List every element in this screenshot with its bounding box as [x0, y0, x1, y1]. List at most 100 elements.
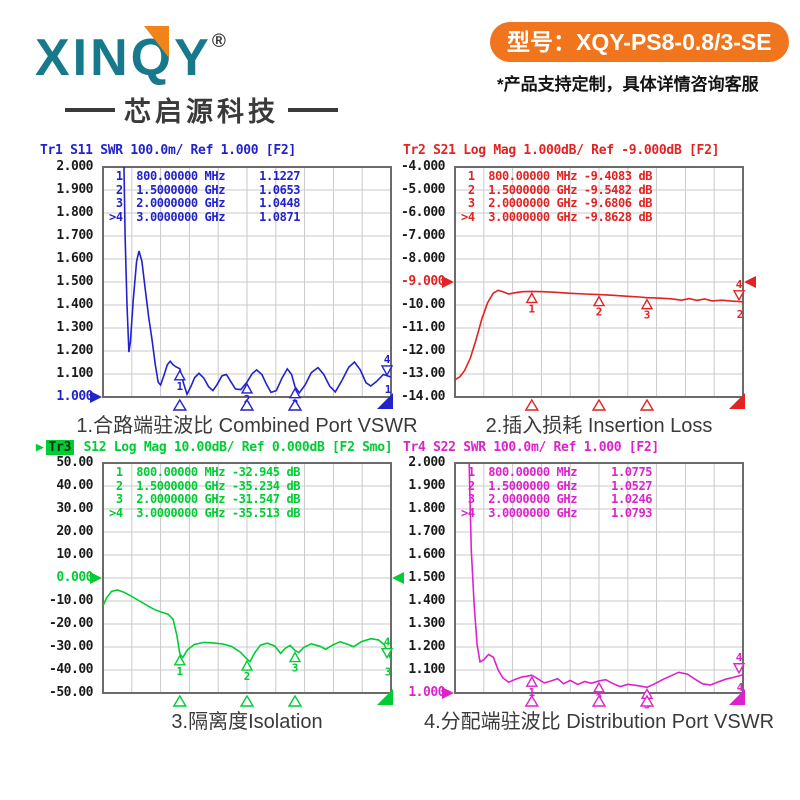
- marker-triangle-icon: [525, 675, 538, 687]
- marker-number: 3: [644, 309, 651, 322]
- stimulus-marker-triangle-icon: [172, 694, 188, 707]
- y-tick-label: 20.00: [56, 524, 93, 539]
- y-tick-label: 50.00: [56, 455, 93, 470]
- plot-grid-border: [102, 166, 392, 398]
- ref-level-arrow-left-icon: [442, 687, 454, 699]
- plot-title-text: S12 Log Mag 10.00dB/ Ref 0.000dB [F2 Smo…: [76, 440, 393, 455]
- y-tick-label: 1.400: [56, 297, 93, 312]
- y-tick-label: 10.00: [56, 547, 93, 562]
- plot-area: 12344: [442, 462, 746, 711]
- stimulus-marker-triangle-icon: [639, 398, 655, 411]
- ref-level-arrow-right-icon: [744, 276, 756, 288]
- stimulus-marker-triangle-icon: [524, 694, 540, 707]
- plot-title: Tr2 S21 Log Mag 1.000dB/ Ref -9.000dB [F…: [403, 143, 719, 158]
- stimulus-marker-triangle-icon: [524, 398, 540, 411]
- active-trace-arrow-icon: ▶: [36, 440, 44, 455]
- marker-triangle-icon: [240, 659, 254, 671]
- brand-logo: XINQY® 芯启源科技: [35, 14, 338, 127]
- marker-readout-row: 1 800.00000 MHz 1.0775: [461, 465, 653, 479]
- active-marker-triangle-icon: [732, 663, 746, 675]
- marker-triangle-icon: [288, 651, 302, 663]
- marker-readout-row: 3 2.0000000 GHz -9.6806 dB: [461, 196, 653, 210]
- plot-area: 12341: [90, 166, 394, 411]
- y-tick-label: 1.600: [408, 547, 445, 562]
- brand-subtitle: 芯启源科技: [124, 97, 279, 127]
- active-marker-number: 4: [736, 278, 743, 291]
- y-tick-label: -12.00: [401, 343, 445, 358]
- y-tick-label: 1.300: [408, 616, 445, 631]
- marker-triangle-icon: [592, 681, 606, 693]
- y-tick-label: 1.700: [408, 524, 445, 539]
- marker-readout-row: >4 3.0000000 GHz -35.513 dB: [109, 505, 301, 520]
- marker-readout-row: 2 1.5000000 GHz -35.234 dB: [109, 478, 301, 493]
- marker-readout-row: 2 1.5000000 GHz -9.5482 dB: [461, 182, 653, 197]
- marker-table: 1 800.00000 MHz -32.945 dB 2 1.5000000 G…: [109, 465, 301, 520]
- marker-number: 1: [528, 686, 535, 699]
- y-tick-label: -20.00: [49, 616, 93, 631]
- ref-level-arrow-left-icon: [442, 276, 454, 288]
- stimulus-marker-triangle-icon: [239, 398, 255, 411]
- plot-title: ▶ Tr3 S12 Log Mag 10.00dB/ Ref 0.000dB [F…: [36, 440, 393, 455]
- plot-title-text: Tr2 S21 Log Mag 1.000dB/ Ref -9.000dB [F…: [403, 143, 720, 158]
- subtitle-dash-right: [288, 107, 338, 112]
- active-marker-triangle-icon: [732, 290, 746, 302]
- marker-triangle-icon: [525, 291, 538, 304]
- trace-number-label: 1: [385, 383, 392, 396]
- marker-readout-row: 3 2.0000000 GHz 1.0246: [461, 492, 653, 506]
- stimulus-marker-triangle-icon: [239, 694, 255, 707]
- y-tick-label: 1.400: [408, 593, 445, 608]
- plot-title-text: Tr1 S11 SWR 100.0m/ Ref 1.000 [F2]: [40, 143, 296, 158]
- y-tick-label: 1.100: [408, 662, 445, 677]
- marker-number: 1: [176, 380, 183, 393]
- y-tick-label: -5.000: [401, 182, 445, 197]
- plot-title-text: Tr4 S22 SWR 100.0m/ Ref 1.000 [F2]: [403, 440, 659, 455]
- trace-number-label: 3: [385, 666, 392, 679]
- y-tick-label: 0.000: [56, 570, 93, 585]
- plot-area: 1 2 3 4 2: [442, 166, 756, 411]
- y-tick-label: 1.800: [56, 205, 93, 220]
- marker-table: 1 800.00000 MHz -9.4083 dB 2 1.5000000 G…: [461, 169, 653, 224]
- y-tick-label: -30.00: [49, 639, 93, 654]
- y-tick-label: -10.00: [401, 297, 445, 312]
- marker-readout-row: 1 800.00000 MHz -32.945 dB: [109, 465, 301, 479]
- active-marker-number: 4: [384, 636, 391, 649]
- active-marker-number: 4: [736, 651, 743, 664]
- marker-triangle-icon: [592, 295, 606, 307]
- y-tick-label: -11.00: [401, 320, 445, 335]
- marker-triangle-icon: [173, 369, 186, 381]
- marker-table: 1 800.00000 MHz 1.1227 2 1.5000000 GHz 1…: [109, 169, 300, 224]
- marker-number: 1: [176, 665, 183, 678]
- marker-triangle-icon: [640, 298, 654, 310]
- marker-triangle-icon: [288, 387, 302, 399]
- y-tick-label: 2.000: [408, 455, 445, 470]
- marker-readout-row: >4 3.0000000 GHz 1.0793: [461, 505, 653, 520]
- y-tick-label: -14.00: [401, 389, 445, 404]
- y-tick-label: 2.000: [56, 159, 93, 174]
- y-tick-label: 40.00: [56, 478, 93, 493]
- marker-readout-row: 3 2.0000000 GHz -31.547 dB: [109, 492, 301, 506]
- plot-grid-border: [454, 166, 744, 398]
- subtitle-dash-left: [65, 107, 115, 112]
- stimulus-marker-triangle-icon: [591, 398, 607, 411]
- ref-level-arrow-right-icon: [392, 572, 404, 584]
- y-tick-label: 1.000: [56, 389, 93, 404]
- active-stimulus-triangle-icon: [377, 689, 393, 705]
- y-tick-label: 1.300: [56, 320, 93, 335]
- trace-line: [468, 463, 743, 689]
- marker-number: 2: [596, 306, 603, 319]
- y-tick-label: 1.100: [56, 366, 93, 381]
- marker-table: 1 800.00000 MHz 1.0775 2 1.5000000 GHz 1…: [461, 465, 653, 520]
- y-tick-label: -6.000: [401, 205, 445, 220]
- trace-line: [103, 589, 391, 663]
- y-tick-label: 1.200: [408, 639, 445, 654]
- trace-line: [123, 167, 391, 397]
- marker-triangle-icon: [173, 654, 186, 666]
- registered-trademark-icon: ®: [211, 31, 226, 52]
- y-tick-label: -9.000: [401, 274, 445, 289]
- y-tick-label: -8.000: [401, 251, 445, 266]
- model-number-badge: 型号：XQY-PS8-0.8/3-SE: [490, 22, 789, 62]
- plot-area: 1 2 3 4 3: [90, 462, 404, 707]
- brand-text: XINQY: [35, 29, 212, 87]
- customization-note: *产品支持定制，具体详情咨询客服: [497, 75, 759, 94]
